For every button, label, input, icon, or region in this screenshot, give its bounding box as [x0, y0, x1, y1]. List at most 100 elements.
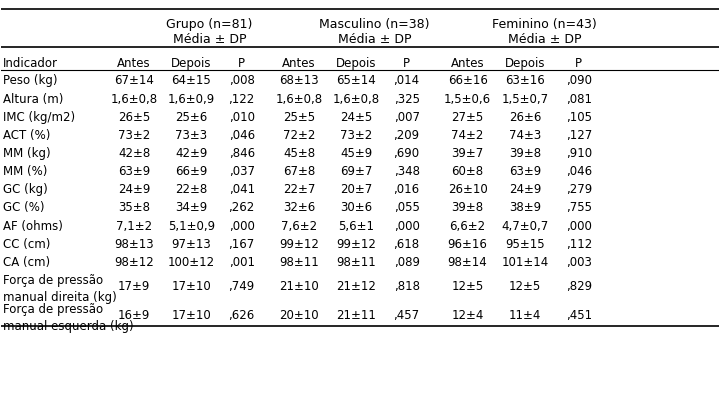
- Text: 25±6: 25±6: [176, 111, 207, 124]
- Text: 7,6±2: 7,6±2: [281, 219, 317, 232]
- Text: CA (cm): CA (cm): [3, 255, 50, 268]
- Text: Média ± DP: Média ± DP: [508, 33, 582, 46]
- Text: 68±13: 68±13: [279, 74, 319, 87]
- Text: ,014: ,014: [394, 74, 420, 87]
- Text: ,000: ,000: [394, 219, 420, 232]
- Text: 26±10: 26±10: [448, 183, 487, 196]
- Text: 27±5: 27±5: [451, 111, 484, 124]
- Text: ,910: ,910: [566, 147, 592, 160]
- Text: ,001: ,001: [229, 255, 255, 268]
- Text: 98±12: 98±12: [114, 255, 154, 268]
- Text: GC (kg): GC (kg): [3, 183, 48, 196]
- Text: 42±8: 42±8: [118, 147, 150, 160]
- Text: 22±7: 22±7: [283, 183, 315, 196]
- Text: 74±2: 74±2: [451, 129, 484, 142]
- Text: 16±9: 16±9: [118, 309, 150, 322]
- Text: ,003: ,003: [566, 255, 592, 268]
- Text: 22±8: 22±8: [176, 183, 207, 196]
- Text: ,122: ,122: [228, 92, 255, 105]
- Text: ,089: ,089: [394, 255, 420, 268]
- Text: 69±7: 69±7: [341, 165, 373, 178]
- Text: ,690: ,690: [394, 147, 420, 160]
- Text: Masculino (n=38): Masculino (n=38): [319, 18, 430, 31]
- Text: ,348: ,348: [394, 165, 420, 178]
- Text: 20±10: 20±10: [279, 309, 319, 322]
- Text: Média ± DP: Média ± DP: [173, 33, 246, 46]
- Text: 12±5: 12±5: [451, 280, 484, 293]
- Text: Antes: Antes: [117, 57, 151, 70]
- Text: ,010: ,010: [229, 111, 255, 124]
- Text: 98±13: 98±13: [114, 237, 154, 250]
- Text: 1,6±0,8: 1,6±0,8: [333, 92, 380, 105]
- Text: 17±9: 17±9: [118, 280, 150, 293]
- Text: Feminino (n=43): Feminino (n=43): [492, 18, 597, 31]
- Text: 73±3: 73±3: [176, 129, 207, 142]
- Text: 38±9: 38±9: [509, 201, 541, 214]
- Text: AF (ohms): AF (ohms): [3, 219, 63, 232]
- Text: 17±10: 17±10: [171, 280, 212, 293]
- Text: ,451: ,451: [566, 309, 592, 322]
- Text: ,846: ,846: [228, 147, 255, 160]
- Text: 97±13: 97±13: [171, 237, 212, 250]
- Text: ,626: ,626: [228, 309, 255, 322]
- Text: 66±16: 66±16: [448, 74, 487, 87]
- Text: 64±15: 64±15: [171, 74, 212, 87]
- Text: Depois: Depois: [336, 57, 377, 70]
- Text: Indicador: Indicador: [3, 57, 58, 70]
- Text: 5,6±1: 5,6±1: [338, 219, 374, 232]
- Text: ,818: ,818: [394, 280, 420, 293]
- Text: ,046: ,046: [228, 129, 255, 142]
- Text: 98±11: 98±11: [279, 255, 319, 268]
- Text: 72±2: 72±2: [283, 129, 315, 142]
- Text: ,755: ,755: [566, 201, 592, 214]
- Text: P: P: [403, 57, 410, 70]
- Text: ,112: ,112: [566, 237, 592, 250]
- Text: 17±10: 17±10: [171, 309, 212, 322]
- Text: 63±9: 63±9: [118, 165, 150, 178]
- Text: ,000: ,000: [566, 219, 592, 232]
- Text: 34±9: 34±9: [176, 201, 207, 214]
- Text: 35±8: 35±8: [118, 201, 150, 214]
- Text: ,127: ,127: [566, 129, 592, 142]
- Text: ,046: ,046: [566, 165, 592, 178]
- Text: 24±9: 24±9: [509, 183, 541, 196]
- Text: 60±8: 60±8: [451, 165, 484, 178]
- Text: ,279: ,279: [566, 183, 592, 196]
- Text: 63±9: 63±9: [509, 165, 541, 178]
- Text: 4,7±0,7: 4,7±0,7: [501, 219, 549, 232]
- Text: ,262: ,262: [228, 201, 255, 214]
- Text: 21±11: 21±11: [336, 309, 377, 322]
- Text: IMC (kg/m2): IMC (kg/m2): [3, 111, 75, 124]
- Text: 1,5±0,6: 1,5±0,6: [444, 92, 491, 105]
- Text: 99±12: 99±12: [336, 237, 377, 250]
- Text: P: P: [575, 57, 582, 70]
- Text: 63±16: 63±16: [505, 74, 545, 87]
- Text: 73±2: 73±2: [341, 129, 372, 142]
- Text: GC (%): GC (%): [3, 201, 45, 214]
- Text: 98±11: 98±11: [336, 255, 377, 268]
- Text: Peso (kg): Peso (kg): [3, 74, 58, 87]
- Text: 74±3: 74±3: [509, 129, 541, 142]
- Text: Antes: Antes: [282, 57, 316, 70]
- Text: Altura (m): Altura (m): [3, 92, 63, 105]
- Text: ,000: ,000: [229, 219, 255, 232]
- Text: ,041: ,041: [228, 183, 255, 196]
- Text: 39±8: 39±8: [509, 147, 541, 160]
- Text: 45±8: 45±8: [283, 147, 315, 160]
- Text: CC (cm): CC (cm): [3, 237, 50, 250]
- Text: 26±6: 26±6: [509, 111, 541, 124]
- Text: ACT (%): ACT (%): [3, 129, 50, 142]
- Text: 45±9: 45±9: [341, 147, 372, 160]
- Text: 1,6±0,9: 1,6±0,9: [168, 92, 215, 105]
- Text: P: P: [238, 57, 245, 70]
- Text: 98±14: 98±14: [448, 255, 487, 268]
- Text: 95±15: 95±15: [505, 237, 545, 250]
- Text: ,209: ,209: [394, 129, 420, 142]
- Text: MM (%): MM (%): [3, 165, 48, 178]
- Text: ,055: ,055: [394, 201, 420, 214]
- Text: 73±2: 73±2: [118, 129, 150, 142]
- Text: ,037: ,037: [229, 165, 255, 178]
- Text: Média ± DP: Média ± DP: [338, 33, 411, 46]
- Text: 99±12: 99±12: [279, 237, 319, 250]
- Text: Força de pressão
manual direita (kg): Força de pressão manual direita (kg): [3, 273, 117, 303]
